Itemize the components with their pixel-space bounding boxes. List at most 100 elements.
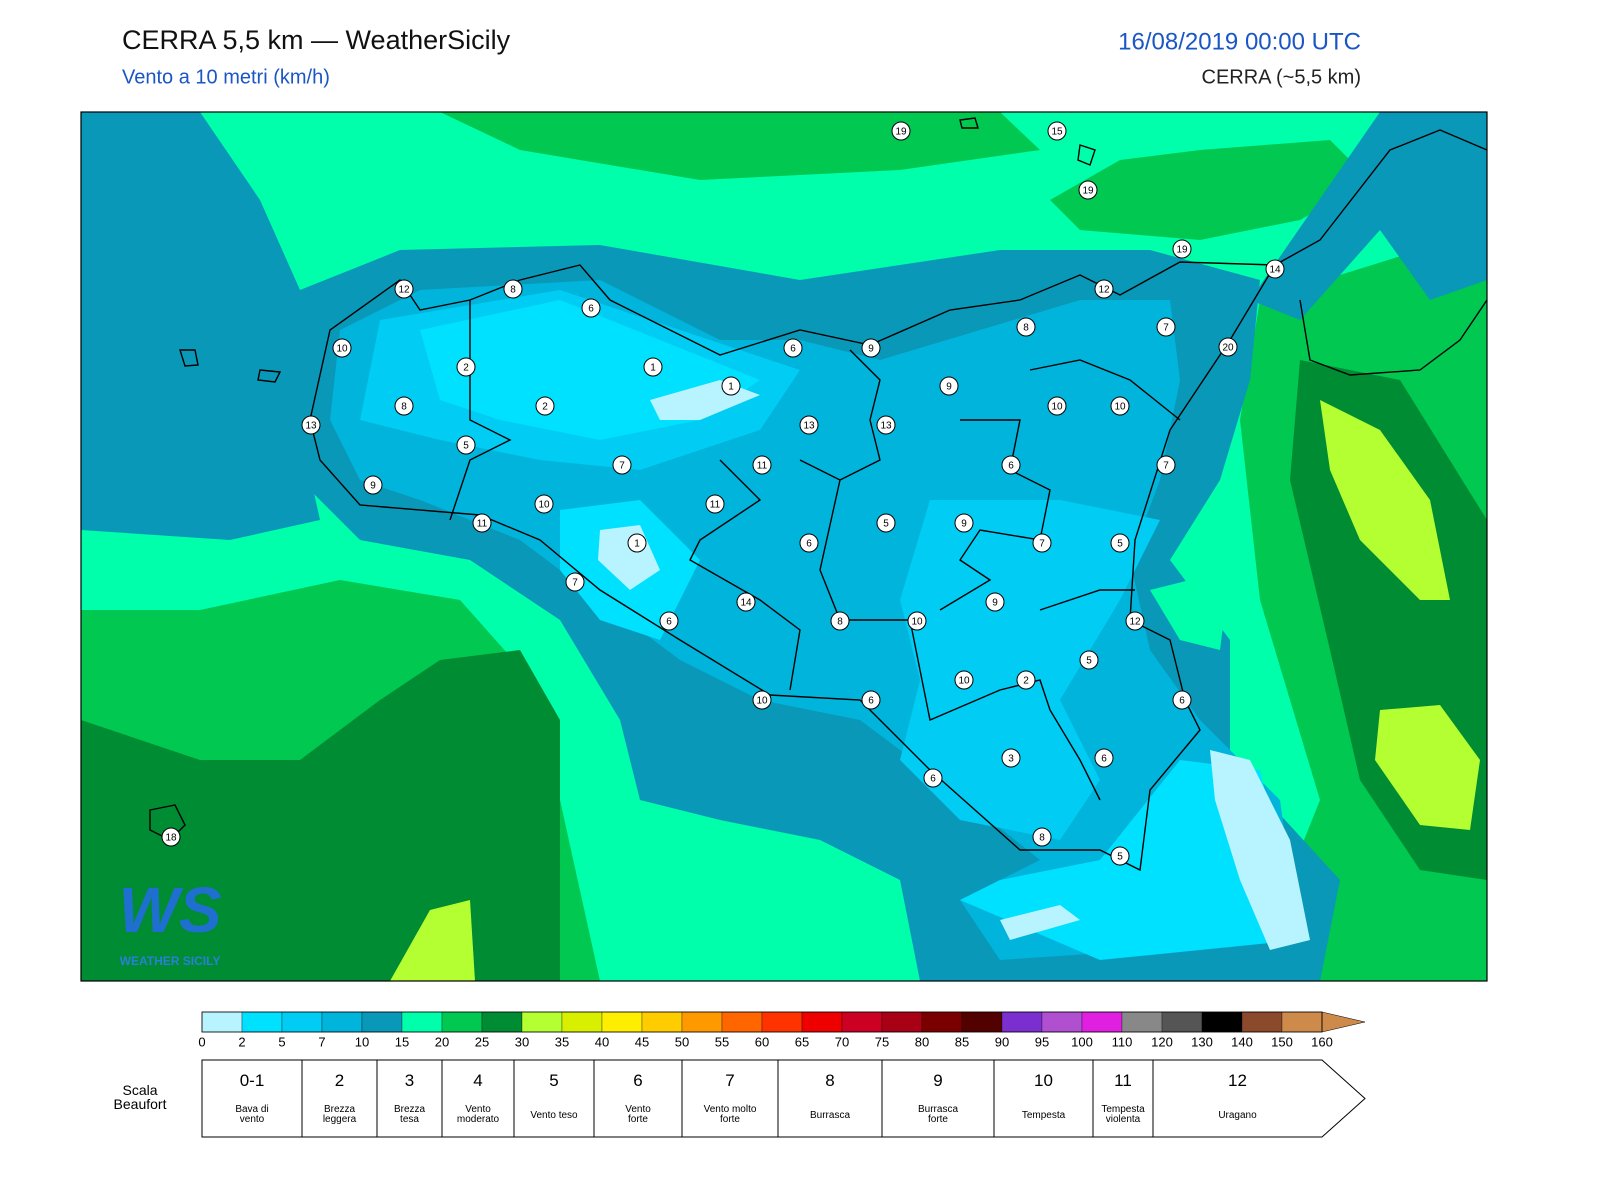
station-value: 9 — [946, 382, 952, 393]
station-value: 5 — [1117, 852, 1123, 863]
station-marker — [783, 338, 803, 358]
colorbar-swatch — [1041, 1011, 1083, 1033]
station-marker — [1110, 396, 1130, 416]
station-value: 5 — [883, 519, 889, 530]
station-marker — [565, 572, 585, 592]
station-marker — [799, 415, 819, 435]
station-value: 10 — [1051, 402, 1063, 413]
station-marker — [1156, 317, 1176, 337]
station-marker — [891, 121, 911, 141]
station-value: 13 — [305, 421, 317, 432]
station-value: 5 — [1117, 539, 1123, 550]
station-marker — [1172, 690, 1192, 710]
station-value: 7 — [572, 578, 578, 589]
colorbar-swatch — [841, 1011, 883, 1033]
colorbar-tick-label: 40 — [595, 1034, 609, 1049]
station-value: 6 — [666, 617, 672, 628]
station-value: 13 — [803, 421, 815, 432]
station-value: 10 — [1114, 402, 1126, 413]
beaufort-description: Vento forte — [625, 1104, 651, 1125]
station-marker — [394, 396, 414, 416]
colorbar-swatch — [1281, 1011, 1323, 1033]
station-marker — [456, 435, 476, 455]
station-value: 6 — [588, 304, 594, 315]
colorbar-swatch — [1121, 1011, 1163, 1033]
colorbar-tick-label: 5 — [278, 1034, 285, 1049]
station-marker — [301, 415, 321, 435]
colorbar-tick-label: 80 — [915, 1034, 929, 1049]
station-value: 8 — [510, 285, 516, 296]
station-marker — [1032, 533, 1052, 553]
station-value: 6 — [1008, 461, 1014, 472]
colorbar-frame — [201, 1011, 1323, 1033]
colorbar-swatch — [961, 1011, 1003, 1033]
station-marker — [876, 513, 896, 533]
station-marker — [472, 513, 492, 533]
beaufort-force: 7 — [725, 1071, 735, 1090]
station-value: 19 — [1176, 245, 1188, 256]
colorbar-tick-label: 140 — [1231, 1034, 1253, 1049]
station-marker — [363, 475, 383, 495]
station-value: 12 — [1098, 285, 1110, 296]
station-value: 8 — [1039, 833, 1045, 844]
station-marker — [923, 768, 943, 788]
station-value: 9 — [868, 344, 874, 355]
colorbar-swatch — [921, 1011, 963, 1033]
datetime: 16/08/2019 00:00 UTC — [1118, 28, 1361, 55]
station-marker — [627, 533, 647, 553]
station-marker — [581, 298, 601, 318]
station-value: 8 — [837, 617, 843, 628]
station-marker — [985, 592, 1005, 612]
station-marker — [1156, 455, 1176, 475]
station-value: 19 — [1082, 186, 1094, 197]
station-value: 10 — [911, 617, 923, 628]
station-marker — [1094, 748, 1114, 768]
station-marker — [659, 611, 679, 631]
beaufort-description: Burrasca forte — [917, 1104, 958, 1125]
beaufort-table — [201, 1059, 1366, 1138]
station-marker — [752, 690, 772, 710]
colorbar-tick-label: 7 — [318, 1034, 325, 1049]
station-value: 11 — [477, 519, 488, 530]
station-value: 15 — [1051, 127, 1063, 138]
beaufort-description: Vento teso — [530, 1110, 578, 1121]
colorbar-swatch — [1241, 1011, 1283, 1033]
station-value: 14 — [1269, 265, 1281, 276]
beaufort-description: Burrasca — [809, 1110, 850, 1121]
beaufort-description: Brezza leggera — [322, 1104, 357, 1125]
station-value: 6 — [1101, 754, 1107, 765]
station-marker — [939, 376, 959, 396]
station-value: 7 — [1163, 323, 1169, 334]
station-marker — [394, 279, 414, 299]
station-marker — [1016, 670, 1036, 690]
colorbar-tick-label: 2 — [238, 1034, 245, 1049]
station-value: 8 — [1023, 323, 1029, 334]
beaufort-force: 5 — [549, 1071, 559, 1090]
beaufort-force: 4 — [473, 1071, 483, 1090]
station-marker — [534, 494, 554, 514]
station-marker — [721, 376, 741, 396]
colorbar-tick-label: 110 — [1112, 1034, 1133, 1049]
station-marker — [1110, 533, 1130, 553]
station-marker — [705, 494, 725, 514]
colorbar-swatch — [601, 1011, 643, 1033]
station-marker — [1047, 396, 1067, 416]
colorbar-tick-label: 55 — [715, 1034, 729, 1049]
colorbar-tick-label: 50 — [675, 1034, 689, 1049]
beaufort-force: 10 — [1034, 1071, 1053, 1090]
station-value: 2 — [1023, 676, 1029, 687]
station-marker — [161, 827, 181, 847]
station-marker — [861, 338, 881, 358]
station-value: 6 — [1179, 696, 1185, 707]
beaufort-description: Uragano — [1218, 1110, 1257, 1121]
beaufort-force: 12 — [1228, 1071, 1247, 1090]
beaufort-force: 8 — [825, 1071, 835, 1090]
map-frame — [80, 111, 1488, 982]
station-value: 8 — [401, 402, 407, 413]
colorbar-tick-label: 45 — [635, 1034, 649, 1049]
colorbar-tick-label: 25 — [475, 1034, 489, 1049]
station-marker — [736, 592, 756, 612]
colorbar-swatch — [681, 1011, 723, 1033]
station-marker — [612, 455, 632, 475]
